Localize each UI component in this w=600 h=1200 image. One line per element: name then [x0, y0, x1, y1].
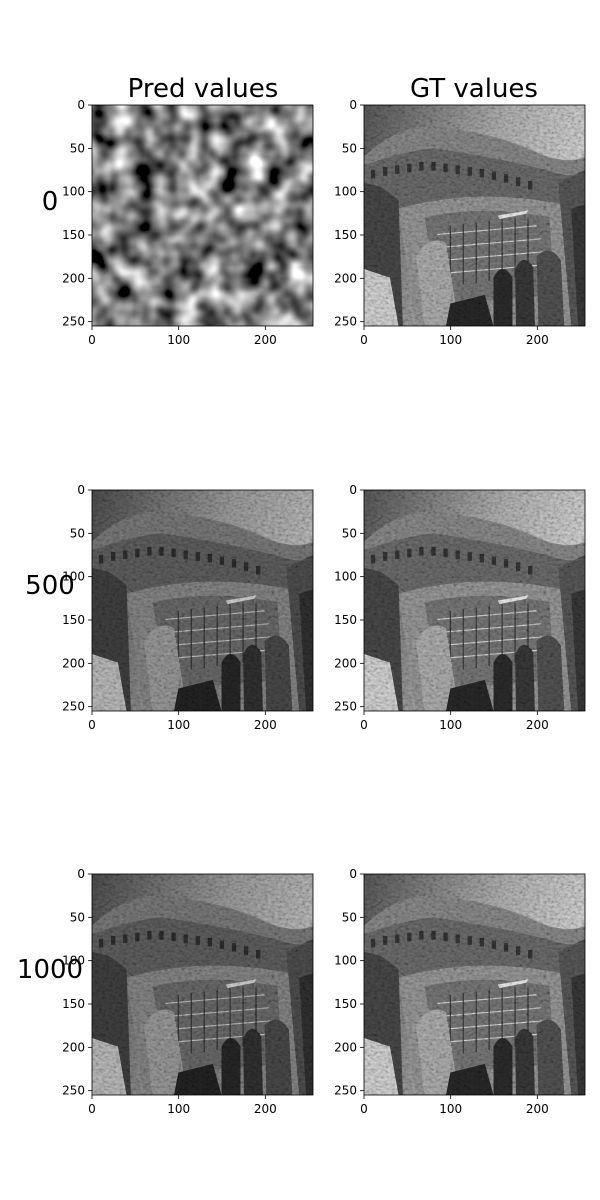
x-tick-label: 100	[439, 718, 462, 732]
x-tick-label: 200	[526, 718, 549, 732]
panel-image-r0-c1	[364, 105, 585, 326]
x-tick-label: 200	[526, 1102, 549, 1116]
x-tick-label: 200	[254, 1102, 277, 1116]
y-tick-label: 50	[342, 141, 357, 155]
y-tick-label: 0	[77, 483, 85, 497]
x-tick-label: 100	[167, 1102, 190, 1116]
y-tick-label: 50	[70, 910, 85, 924]
y-tick-label: 100	[334, 954, 357, 968]
y-tick-label: 100	[62, 570, 85, 584]
panel-image-r2-c1	[364, 874, 585, 1095]
y-tick-label: 200	[334, 271, 357, 285]
y-tick-label: 150	[62, 613, 85, 627]
y-tick-label: 0	[77, 867, 85, 881]
x-tick-label: 200	[254, 718, 277, 732]
panel-image-r0-c0	[92, 105, 313, 326]
y-tick-label: 100	[62, 185, 85, 199]
y-tick-label: 250	[62, 1084, 85, 1098]
y-tick-label: 0	[349, 98, 357, 112]
y-tick-label: 100	[62, 954, 85, 968]
x-tick-label: 0	[88, 1102, 96, 1116]
axes-frame-r0-c1	[363, 104, 586, 327]
x-tick-label: 0	[360, 1102, 368, 1116]
axes-frame-r0-c0	[91, 104, 314, 327]
y-tick-label: 150	[62, 997, 85, 1011]
x-tick-label: 0	[88, 333, 96, 347]
x-tick-label: 0	[360, 718, 368, 732]
y-tick-label: 0	[77, 98, 85, 112]
axes-frame-r1-c1	[363, 489, 586, 712]
y-tick-label: 250	[334, 700, 357, 714]
y-tick-label: 200	[62, 1040, 85, 1054]
x-tick-label: 200	[254, 333, 277, 347]
row-label-2: 1000	[17, 955, 83, 985]
y-tick-label: 200	[334, 1040, 357, 1054]
y-tick-label: 50	[342, 910, 357, 924]
y-tick-label: 150	[334, 997, 357, 1011]
x-tick-label: 0	[88, 718, 96, 732]
axes-frame-r1-c0	[91, 489, 314, 712]
x-tick-label: 100	[439, 1102, 462, 1116]
y-tick-label: 100	[334, 570, 357, 584]
y-tick-label: 50	[342, 526, 357, 540]
y-tick-label: 50	[70, 141, 85, 155]
x-tick-label: 100	[439, 333, 462, 347]
y-tick-label: 250	[334, 315, 357, 329]
y-tick-label: 250	[62, 700, 85, 714]
y-tick-label: 200	[334, 656, 357, 670]
y-tick-label: 150	[334, 613, 357, 627]
panel-image-r1-c0	[92, 490, 313, 711]
x-tick-label: 100	[167, 718, 190, 732]
y-tick-label: 100	[334, 185, 357, 199]
y-tick-label: 250	[62, 315, 85, 329]
column-title-gt: GT values	[410, 74, 538, 104]
y-tick-label: 200	[62, 271, 85, 285]
axes-frame-r2-c1	[363, 873, 586, 1096]
y-tick-label: 150	[62, 228, 85, 242]
panel-image-r2-c0	[92, 874, 313, 1095]
row-label-0: 0	[42, 187, 59, 217]
column-title-pred: Pred values	[128, 74, 279, 104]
row-label-1: 500	[25, 571, 75, 601]
y-tick-label: 50	[70, 526, 85, 540]
panel-image-r1-c1	[364, 490, 585, 711]
y-tick-label: 250	[334, 1084, 357, 1098]
x-tick-label: 0	[360, 333, 368, 347]
y-tick-label: 200	[62, 656, 85, 670]
y-tick-label: 150	[334, 228, 357, 242]
y-tick-label: 0	[349, 483, 357, 497]
y-tick-label: 0	[349, 867, 357, 881]
x-tick-label: 100	[167, 333, 190, 347]
x-tick-label: 200	[526, 333, 549, 347]
axes-frame-r2-c0	[91, 873, 314, 1096]
